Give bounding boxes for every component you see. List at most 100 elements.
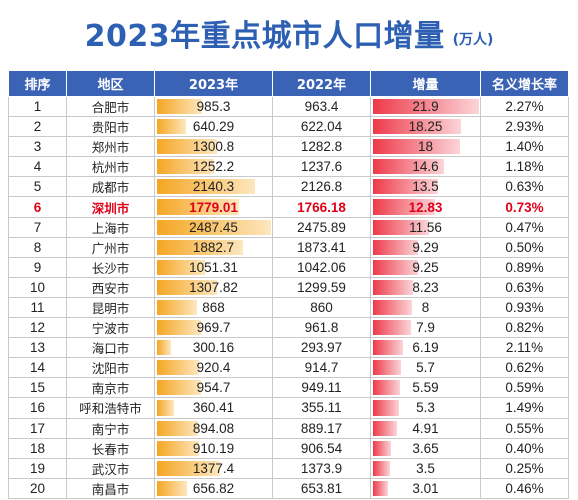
value-2022-cell: 293.97	[272, 337, 371, 359]
table-row: 20 南昌市 656.82 653.81 3.01 0.46%	[8, 477, 569, 499]
value-2023-label: 1779.01	[189, 199, 238, 215]
value-2022-cell: 889.17	[272, 417, 371, 439]
table-row: 13 海口市 300.16 293.97 6.19 2.11%	[8, 337, 569, 359]
bar-2023	[157, 320, 202, 336]
value-2023-label: 1252.2	[192, 159, 235, 175]
value-2023-label: 656.82	[192, 480, 235, 496]
bar-2023	[157, 400, 174, 416]
increment-cell: 4.91	[370, 417, 481, 439]
rank-cell: 7	[8, 216, 67, 238]
increment-label: 5.59	[412, 380, 439, 396]
bar-2023	[157, 199, 239, 215]
value-2022-cell: 1373.9	[272, 457, 371, 479]
table-row: 12 宁波市 969.7 961.8 7.9 0.82%	[8, 317, 569, 339]
growth-rate-cell: 1.49%	[480, 397, 569, 419]
rank-cell: 14	[8, 357, 67, 379]
bar-2023	[157, 119, 187, 135]
table-row: 4 杭州市 1252.2 1237.6 14.6 1.18%	[8, 156, 569, 178]
value-2023-label: 1300.8	[192, 139, 235, 155]
bar-2023	[157, 159, 215, 175]
col-header-increment: 增量	[370, 70, 481, 97]
bar-2023	[157, 279, 217, 295]
increment-cell: 8.23	[370, 276, 481, 298]
table-row: 8 广州市 1882.7 1873.41 9.29 0.50%	[8, 236, 569, 258]
bar-increment	[373, 179, 439, 195]
value-2022-cell: 963.4	[272, 95, 371, 118]
table-row: 18 长春市 910.19 906.54 3.65 0.40%	[8, 437, 569, 459]
bar-increment	[373, 299, 412, 316]
increment-label: 18	[417, 139, 434, 155]
increment-cell: 8	[370, 296, 481, 319]
col-header-growth-rate: 名义增长率	[480, 70, 569, 97]
bar-2023	[157, 420, 198, 436]
increment-label: 7.9	[416, 320, 435, 336]
col-header-2023: 2023年	[154, 70, 273, 97]
increment-cell: 9.25	[370, 256, 481, 278]
rank-cell: 20	[8, 477, 67, 499]
growth-rate-cell: 0.55%	[480, 417, 569, 439]
growth-rate-cell: 2.93%	[480, 116, 569, 138]
bar-increment	[373, 360, 401, 376]
value-2023-label: 868	[202, 299, 225, 315]
increment-label: 6.19	[412, 340, 439, 356]
bar-increment	[373, 340, 403, 356]
growth-rate-cell: 0.46%	[480, 477, 569, 499]
growth-rate-cell: 0.73%	[480, 196, 569, 218]
increment-cell: 3.65	[370, 437, 481, 459]
bar-2023	[157, 460, 221, 476]
rank-cell: 13	[8, 337, 67, 359]
value-2023-cell: 1377.4	[154, 457, 273, 479]
increment-cell: 3.5	[370, 457, 481, 479]
bar-2023	[157, 299, 197, 316]
value-2022-cell: 949.11	[272, 377, 371, 399]
city-cell: 合肥市	[66, 95, 155, 118]
growth-rate-cell: 0.89%	[480, 256, 569, 278]
value-2023-label: 1882.7	[192, 239, 235, 255]
col-header-rank: 排序	[8, 70, 67, 97]
growth-rate-cell: 0.59%	[480, 377, 569, 399]
city-cell: 南宁市	[66, 417, 155, 439]
city-cell: 深圳市	[66, 196, 155, 218]
bar-increment	[373, 139, 461, 155]
value-2022-cell: 914.7	[272, 357, 371, 379]
table-row: 2 贵阳市 640.29 622.04 18.25 2.93%	[8, 116, 569, 138]
table-row: 9 长沙市 1051.31 1042.06 9.25 0.89%	[8, 256, 569, 278]
increment-label: 18.25	[408, 119, 443, 135]
growth-rate-cell: 2.11%	[480, 337, 569, 359]
value-2022-cell: 2126.8	[272, 176, 371, 198]
increment-label: 3.65	[412, 440, 439, 456]
rank-cell: 1	[8, 95, 67, 118]
growth-rate-cell: 1.18%	[480, 156, 569, 178]
increment-label: 11.56	[409, 219, 442, 235]
increment-cell: 18.25	[370, 116, 481, 138]
rank-cell: 12	[8, 317, 67, 339]
value-2022-cell: 1873.41	[272, 236, 371, 258]
value-2022-cell: 355.11	[272, 397, 371, 419]
increment-label: 5.3	[416, 400, 435, 416]
value-2023-label: 300.16	[192, 340, 235, 356]
table-row: 10 西安市 1307.82 1299.59 8.23 0.63%	[8, 276, 569, 298]
increment-label: 4.91	[412, 420, 439, 436]
increment-cell: 14.6	[370, 156, 481, 178]
page-title: 2023年重点城市人口增量	[84, 19, 445, 54]
value-2022-cell: 1237.6	[272, 156, 371, 178]
value-2023-label: 894.08	[192, 420, 235, 436]
bar-2023	[157, 259, 206, 275]
increment-label: 8.23	[412, 279, 439, 295]
title-area: 2023年重点城市人口增量 (万人)	[0, 0, 578, 66]
rank-cell: 4	[8, 156, 67, 178]
rank-cell: 6	[8, 196, 67, 218]
value-2023-cell: 640.29	[154, 116, 273, 138]
population-table: 排序 地区 2023年 2022年 增量 名义增长率 1 合肥市 985.3 963.…	[8, 70, 569, 499]
growth-rate-cell: 0.93%	[480, 296, 569, 319]
value-2023-label: 2140.3	[192, 179, 235, 195]
value-2023-cell: 300.16	[154, 337, 273, 359]
increment-cell: 5.7	[370, 357, 481, 379]
value-2023-label: 1377.4	[192, 460, 235, 476]
increment-cell: 5.3	[370, 397, 481, 419]
rank-cell: 16	[8, 397, 67, 419]
value-2023-cell: 1779.01	[154, 196, 273, 218]
value-2023-label: 954.7	[196, 380, 231, 396]
rank-cell: 17	[8, 417, 67, 439]
increment-cell: 11.56	[370, 216, 481, 238]
